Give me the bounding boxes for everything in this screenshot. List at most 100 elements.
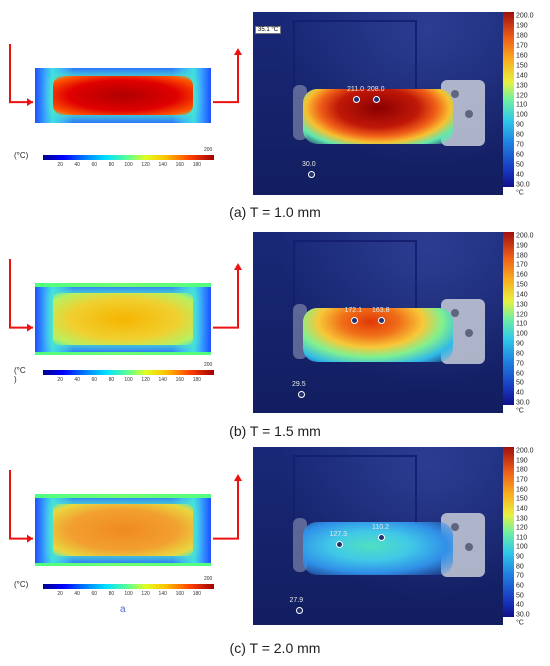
thermal-scale-tick: 70: [516, 360, 524, 368]
simulation-colorbar: (°C) 20 40 60 80 100 120 140 160 180 200: [14, 576, 214, 612]
panel-caption: (a) T = 1.0 mm: [229, 204, 321, 220]
thermal-scale-tick: 180: [516, 32, 528, 40]
thermal-scale-tick: 170: [516, 261, 528, 269]
thermal-scale-tick: 160: [516, 52, 528, 60]
thermal-scale-tick: 50: [516, 161, 524, 169]
thermal-scale-tick: 150: [516, 495, 528, 503]
heatmap-edge-band: [35, 283, 211, 287]
thermal-scale-tick: 120: [516, 311, 528, 319]
simulation-colorbar: (°C ) 20 40 60 80 100 120 140 160 180 200: [14, 362, 214, 398]
colorbar-tick: 140: [158, 591, 167, 597]
colorbar-ticks: 20 40 60 80 100 120 140 160 180: [43, 591, 214, 599]
thermal-scale-tick: 60: [516, 151, 524, 159]
outlet-arrow: [213, 50, 239, 104]
panel-caption: (b) T = 1.5 mm: [229, 423, 321, 439]
sub-label: a: [120, 604, 126, 615]
colorbar-ticks: 20 40 60 80 100 120 140 160 180: [43, 162, 214, 170]
colorbar-unit-label: (°C): [14, 151, 29, 160]
arrow-head: [234, 263, 242, 270]
colorbar-tick: 40: [74, 162, 80, 168]
temperature-marker: [378, 317, 385, 325]
thermal-scale-tick: 80: [516, 563, 524, 571]
simulation-heatmap: [35, 494, 211, 566]
thermal-scale-tick: 120: [516, 524, 528, 532]
temperature-marker-label: 30.0: [302, 161, 316, 169]
colorbar-tick: 100: [124, 591, 133, 597]
temperature-marker-label: 163.8: [372, 307, 390, 315]
thermal-scale-ticks: 200.0 190 180 170 160 150 140 130 120 110 100 90 80 7…: [516, 447, 550, 627]
colorbar-tick: 160: [175, 591, 184, 597]
thermal-scale-tick: 170: [516, 42, 528, 50]
thermal-scale-tick: 140: [516, 291, 528, 299]
heatmap-edge-band: [35, 563, 211, 566]
simulation-heatmap: [35, 283, 211, 355]
colorbar-unit-label: (°C ): [14, 366, 26, 384]
temperature-marker: [373, 96, 380, 104]
colorbar-gradient: [43, 370, 214, 375]
colorbar-tick: 20: [57, 162, 63, 168]
thermal-scale: 200.0 190 180 170 160 150 140 130 120 110 100 90 80 7…: [503, 12, 550, 197]
temperature-marker-label: 127.3: [329, 531, 348, 539]
thermal-scale-bottom-label: 30.0: [516, 399, 530, 407]
arrow-head: [234, 48, 242, 55]
thermal-scale-tick: 160: [516, 486, 528, 494]
thermal-photo: 172.1 163.8 29.5: [253, 232, 503, 413]
thermal-scale-bottom-label: 30.0: [516, 611, 530, 619]
temperature-marker: [378, 534, 385, 542]
thermal-scale-tick: 40: [516, 171, 524, 179]
thermal-scale-ticks: 200.0 190 180 170 160 150 140 130 120 110 100 90 80 7…: [516, 12, 550, 197]
colorbar-tick: 160: [175, 377, 184, 383]
thermal-scale-unit: °C: [516, 407, 524, 415]
thermal-scale-tick: 80: [516, 131, 524, 139]
temperature-marker-label: 211.0: [347, 86, 364, 94]
colorbar-tick: 40: [74, 377, 80, 383]
thermal-scale-tick: 130: [516, 82, 528, 90]
colorbar-gradient: [43, 155, 214, 160]
colorbar-gradient: [43, 584, 214, 589]
heatmap-hot-zone: [52, 75, 194, 116]
thermal-scale-top-label: 200.0: [516, 447, 534, 455]
colorbar-tick: 140: [158, 377, 167, 383]
colorbar-tick: 120: [141, 591, 150, 597]
thermal-scale-tick: 190: [516, 457, 528, 465]
thermal-scale-tick: 50: [516, 592, 524, 600]
temperature-marker: [308, 171, 315, 179]
thermal-scale-tick: 70: [516, 141, 524, 149]
colorbar-end-label: 200: [204, 147, 213, 153]
colorbar-tick: 60: [91, 377, 98, 383]
colorbar-tick: 140: [158, 162, 167, 168]
outlet-arrow: [213, 265, 239, 329]
arrow-head: [234, 474, 242, 481]
arrow-head: [27, 534, 33, 543]
colorbar-tick: 100: [124, 377, 133, 383]
colorbar-tick: 20: [57, 377, 63, 383]
inlet-arrow: [9, 470, 33, 540]
thermal-scale-tick: 70: [516, 572, 524, 580]
colorbar-ticks: 20 40 60 80 100 120 140 160 180: [43, 377, 214, 385]
temperature-marker-label: 208.0: [367, 86, 385, 94]
heatmap-hot-zone: [52, 504, 194, 556]
bolt-hole: [465, 328, 473, 337]
colorbar-tick: 80: [108, 591, 115, 597]
colorbar-tick: 160: [175, 162, 184, 168]
thermal-scale-tick: 40: [516, 601, 524, 609]
colorbar-end-label: 200: [204, 576, 213, 582]
thermal-scale-tick: 110: [516, 101, 528, 109]
simulation-heatmap: [35, 68, 211, 123]
colorbar-tick: 40: [74, 591, 80, 597]
thermal-scale-gradient: [503, 447, 514, 617]
colorbar-tick: 180: [192, 591, 202, 597]
thermal-scale-tick: 160: [516, 271, 528, 279]
colorbar-tick: 100: [124, 162, 133, 168]
thermal-scale-unit: °C: [516, 189, 524, 197]
colorbar-tick: 80: [108, 377, 115, 383]
thermal-scale-tick: 130: [516, 515, 528, 523]
thermal-scale-tick: 100: [516, 111, 528, 119]
thermal-scale-tick: 40: [516, 389, 524, 397]
thermal-scale-tick: 110: [516, 320, 528, 328]
panel-caption: (c) T = 2.0 mm: [229, 640, 321, 656]
colorbar-unit-label: (°C): [14, 580, 29, 589]
thermal-scale-tick: 50: [516, 379, 524, 387]
bolt-hole: [451, 89, 459, 98]
temperature-marker-label: 27.9: [289, 597, 304, 605]
